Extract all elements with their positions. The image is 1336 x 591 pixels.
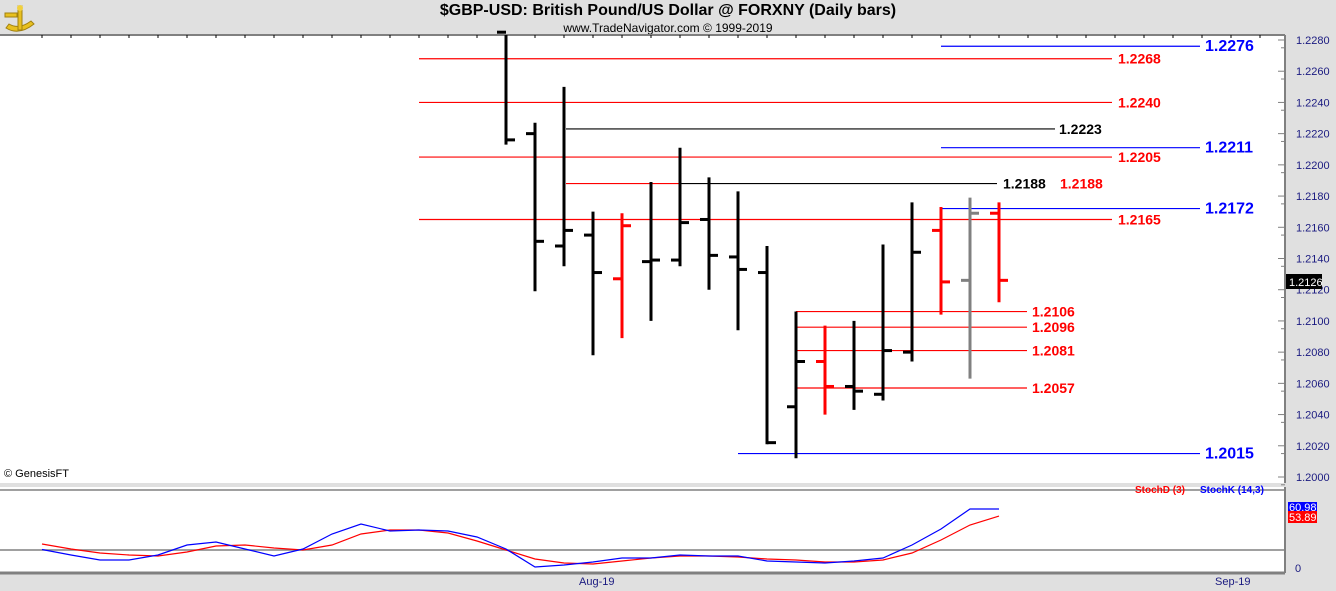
ytick-label: 1.2060: [1296, 378, 1330, 390]
ytick-label: 1.2100: [1296, 316, 1330, 328]
ohlc-bar: [497, 30, 515, 145]
ytick-label: 1.2240: [1296, 97, 1330, 109]
ytick-label: 1.2080: [1296, 347, 1330, 359]
ohlc-bar: [961, 197, 979, 379]
ohlc-bar: [700, 177, 718, 290]
stoch-tick-0: 0: [1295, 563, 1301, 575]
ohlc-bar: [584, 211, 602, 356]
level-label: 1.2165: [1118, 211, 1161, 227]
ytick-label: 1.2020: [1296, 441, 1330, 453]
ohlc-bar: [671, 147, 689, 267]
stochk-line: [41, 508, 999, 568]
stochastic-plot-area: [0, 487, 1285, 573]
ytick-label: 1.2180: [1296, 191, 1330, 203]
level-label: 1.2015: [1205, 446, 1254, 463]
ohlc-bar: [555, 86, 573, 267]
ohlc-bar: [903, 202, 921, 362]
level-label: 1.2268: [1118, 51, 1161, 67]
level-label: 1.2188: [1060, 176, 1103, 192]
ohlc-bar: [874, 244, 892, 401]
level-label: 1.2172: [1205, 201, 1254, 218]
level-label: 1.2276: [1205, 38, 1254, 55]
level-label: 1.2223: [1059, 121, 1102, 137]
stochk-value-box: [1288, 502, 1317, 512]
ytick-label: 1.2260: [1296, 66, 1330, 78]
ohlc-bar: [787, 311, 805, 459]
legend-stochd: StochD (3): [1135, 485, 1185, 496]
ohlc-bar: [642, 182, 660, 321]
level-label: 1.2188: [1003, 176, 1046, 192]
ohlc-bar: [845, 320, 863, 410]
legend-stochk: StochK (14,3): [1200, 485, 1264, 496]
level-label: 1.2096: [1032, 319, 1075, 335]
ohlc-bar: [613, 213, 631, 339]
level-label: 1.2205: [1118, 149, 1161, 165]
stochd-value-box: [1288, 511, 1317, 523]
ytick-label: 1.2040: [1296, 410, 1330, 422]
level-label: 1.2057: [1032, 380, 1075, 396]
chart-subtitle: www.TradeNavigator.com © 1999-2019: [563, 21, 773, 35]
level-label: 1.2081: [1032, 343, 1075, 359]
ytick-label: 1.2280: [1296, 35, 1330, 47]
ytick-label: 1.2140: [1296, 253, 1330, 265]
level-label: 1.2106: [1032, 304, 1075, 320]
ohlc-bar: [816, 325, 834, 415]
ohlc-bar: [932, 206, 950, 315]
stochd-value: 53.89: [1289, 512, 1317, 524]
last-price-box: [1286, 274, 1322, 289]
ohlc-bar: [526, 122, 544, 292]
ohlc-bar: [729, 191, 747, 331]
ohlc-bar: [990, 202, 1008, 303]
copyright-text: © GenesisFT: [4, 468, 69, 480]
xtick-aug-19: Aug-19: [579, 576, 614, 588]
level-label: 1.2211: [1205, 140, 1253, 157]
ytick-label: 1.2200: [1296, 160, 1330, 172]
ytick-label: 1.2000: [1296, 472, 1330, 484]
sextant-logo-icon: [2, 2, 36, 41]
level-label: 1.2240: [1118, 94, 1161, 110]
last-price-label: 1.2126: [1289, 277, 1323, 289]
xtick-sep-19: Sep-19: [1215, 576, 1250, 588]
price-plot-area: [0, 35, 1285, 483]
ohlc-bar: [758, 246, 776, 445]
ytick-label: 1.2220: [1296, 129, 1330, 141]
chart-title: $GBP-USD: British Pound/US Dollar @ FORX…: [439, 2, 897, 19]
ytick-label: 1.2160: [1296, 222, 1330, 234]
